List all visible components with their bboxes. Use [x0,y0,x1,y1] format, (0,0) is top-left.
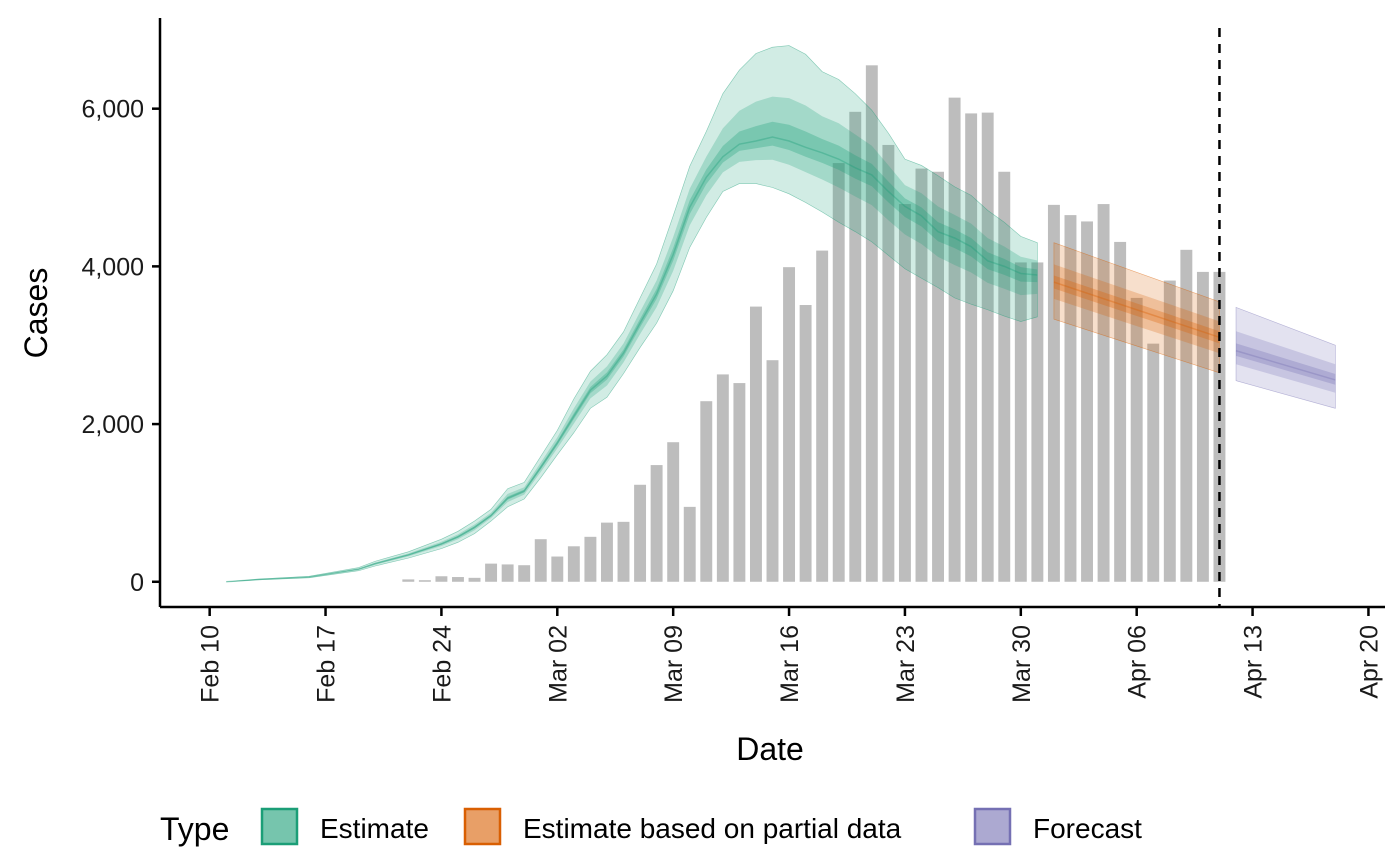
estimate-band-90 [226,45,1038,583]
legend-label-partial: Estimate based on partial data [523,813,902,844]
case-bar [683,506,696,582]
case-bar [485,563,498,582]
x-tick-label: Feb 24 [428,625,456,703]
case-bar [1147,343,1160,582]
x-tick-label: Mar 09 [660,625,688,703]
x-axis-title: Date [736,731,804,767]
case-bar [534,539,547,582]
x-tick-label: Mar 02 [544,625,572,703]
case-bar [799,305,812,582]
case-bar [402,579,415,582]
case-bar [700,401,713,582]
case-bar [617,521,630,582]
case-bar [468,577,481,582]
legend: Type Estimate Estimate based on partial … [160,807,1142,847]
x-tick-label: Mar 16 [776,625,804,703]
case-bar [1064,215,1077,582]
case-bar [932,171,944,582]
case-bar [501,564,514,582]
legend-swatch-partial [463,807,502,846]
case-bar [567,546,580,582]
case-bar [452,577,464,582]
case-bar [1031,262,1044,582]
case-bar [1196,271,1209,582]
y-tick-label: 0 [130,569,144,597]
x-tick-label: Apr 20 [1355,625,1383,699]
forecast-band-90 [1235,306,1336,409]
x-axis-ticks: Feb 10 Feb 17 Feb 24 Mar 02 Mar 09 Mar 16 Mar … [197,607,1383,703]
estimate-bands [226,45,1336,583]
x-tick-label: Apr 06 [1124,625,1152,699]
partial-estimate-median-line [1053,281,1220,339]
case-bar [1081,221,1093,582]
x-tick-label: Feb 10 [197,625,225,703]
x-tick-label: Mar 30 [1008,625,1036,703]
case-bar [518,565,531,582]
case-bar [749,306,762,582]
case-bar [783,267,796,582]
legend-swatch-estimate [260,807,299,846]
partial-estimate-band-20 [1053,275,1220,344]
axes: 0 2,000 4,000 6,000 Feb 10 Feb 17 Feb 24 Mar 0… [81,18,1385,703]
case-bar [1114,241,1127,582]
case-bar [981,112,994,582]
case-bar [650,465,663,582]
y-axis-ticks: 0 2,000 4,000 6,000 [81,96,160,597]
legend-label-forecast: Forecast [1033,813,1142,844]
case-bar [948,97,961,582]
case-bar [1097,204,1110,582]
case-bar [816,250,829,582]
legend-swatch-forecast [973,807,1012,846]
y-tick-label: 4,000 [81,253,144,281]
legend-label-estimate: Estimate [320,813,429,844]
plot-area [226,28,1336,607]
x-tick-label: Apr 13 [1240,625,1268,699]
case-bar [1180,249,1193,582]
reported-cases-bars [402,65,1226,582]
y-tick-label: 6,000 [81,96,144,124]
y-axis-title: Cases [18,268,54,359]
y-tick-label: 2,000 [81,411,144,439]
case-bar [667,442,680,582]
estimate-band-50 [226,96,1038,582]
case-bar [418,580,431,582]
estimate-median-line [226,136,1038,583]
case-bar [882,144,895,582]
case-bar [634,484,647,582]
forecast-median-line [1235,350,1336,381]
case-bar [435,576,448,582]
forecast-band-50 [1236,331,1336,393]
case-bar [716,374,729,582]
case-bar [551,556,564,582]
case-bar [832,163,845,582]
case-bar [965,113,978,582]
case-bar [1047,204,1060,582]
case-bar [733,383,746,582]
case-bar [998,171,1011,582]
case-bar [1130,297,1143,582]
case-bar [849,111,862,582]
forecast-band-20 [1236,343,1336,385]
case-bar [1163,280,1176,582]
case-bar [915,168,928,582]
case-bar [584,536,597,582]
case-bar [601,522,613,582]
case-bar [898,204,911,582]
x-tick-label: Mar 23 [892,625,920,703]
case-bar [766,360,779,582]
case-bar [1014,262,1027,582]
partial-estimate-band-50 [1053,264,1220,354]
legend-title: Type [160,811,229,847]
x-tick-label: Feb 17 [313,625,341,703]
case-bar [1213,271,1226,582]
case-bar [865,65,878,582]
